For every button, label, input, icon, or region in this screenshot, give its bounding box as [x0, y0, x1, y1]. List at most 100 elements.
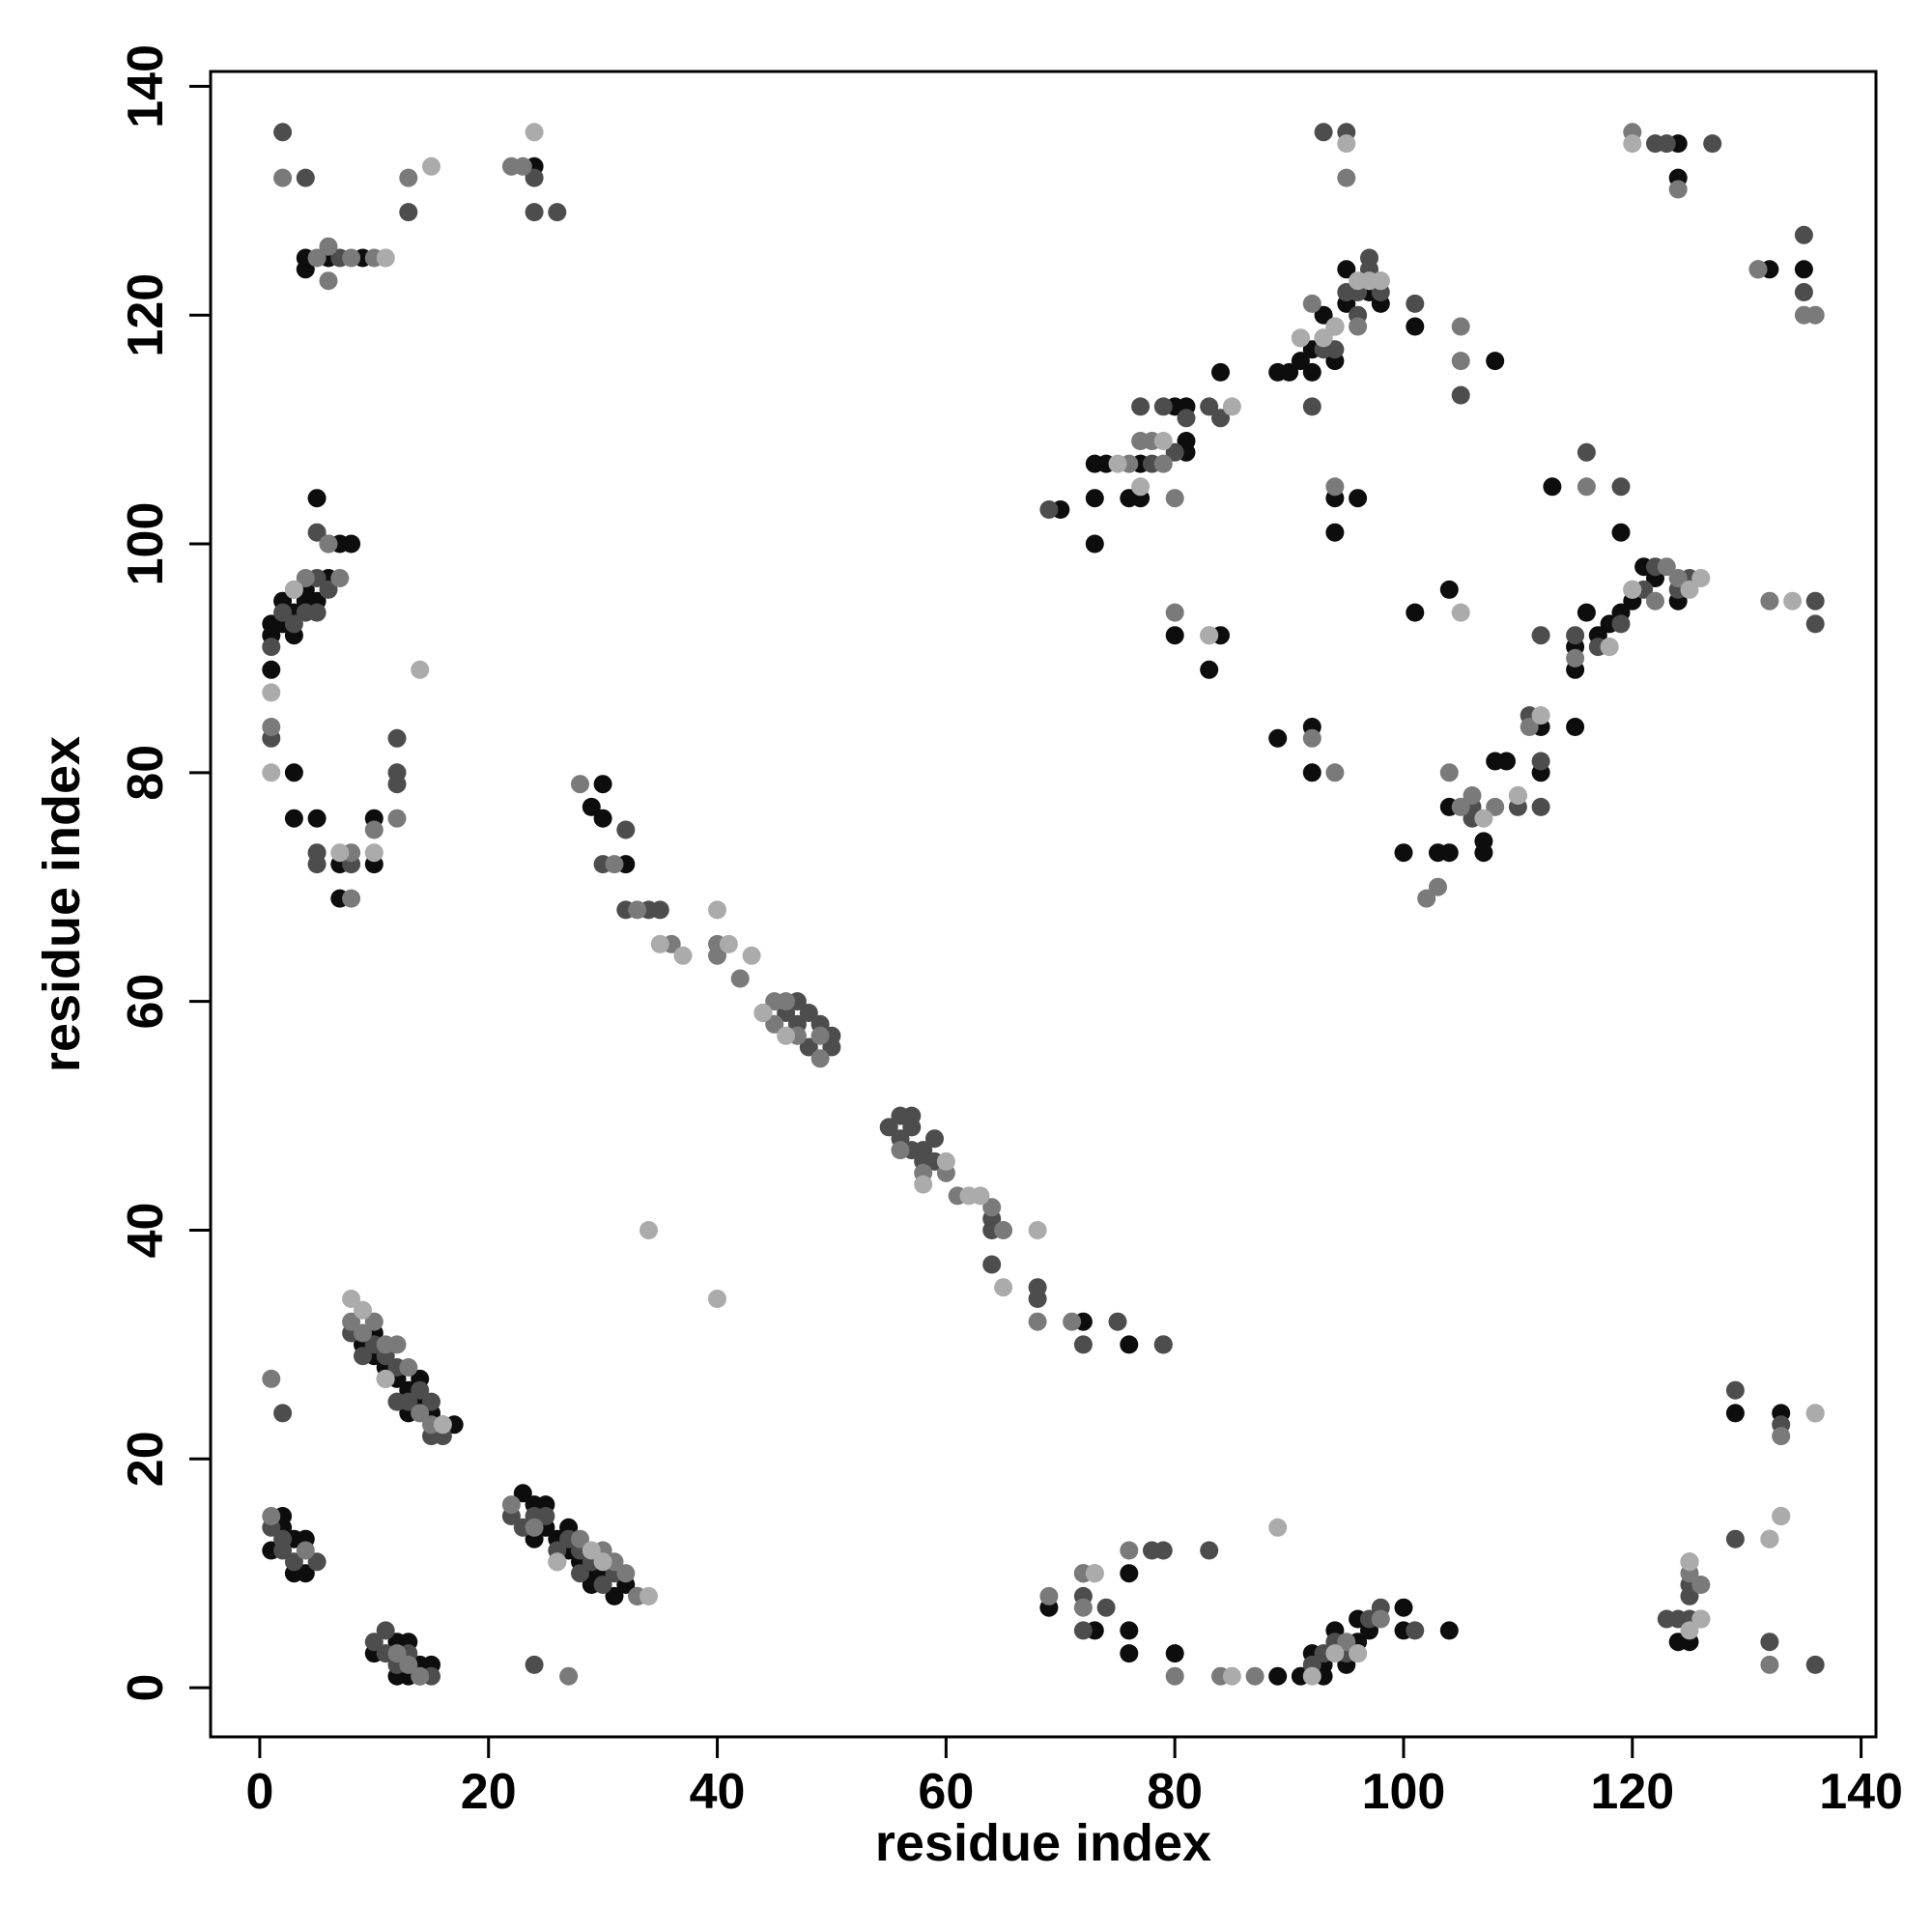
data-point	[1451, 317, 1470, 336]
data-point	[1325, 1644, 1345, 1663]
data-point	[1153, 1335, 1173, 1354]
data-point	[433, 1415, 452, 1435]
data-point	[1646, 591, 1664, 611]
data-point	[1337, 260, 1356, 279]
data-point	[307, 603, 327, 622]
data-point	[273, 1404, 293, 1423]
data-point	[1577, 603, 1596, 622]
data-point	[810, 1049, 830, 1068]
data-point	[1783, 591, 1803, 611]
data-point	[1760, 1655, 1779, 1674]
data-point	[1805, 1404, 1825, 1423]
data-point	[307, 1552, 327, 1572]
x-tick-label: 80	[1147, 1764, 1203, 1820]
data-point	[571, 1564, 589, 1583]
data-point	[1439, 843, 1459, 863]
data-point	[342, 1290, 361, 1308]
data-point	[1406, 317, 1425, 336]
data-point	[1291, 328, 1310, 348]
data-point	[284, 1552, 303, 1572]
data-point	[765, 1014, 784, 1034]
data-point	[1200, 1541, 1219, 1560]
data-point	[284, 763, 303, 782]
data-point	[982, 1198, 1002, 1217]
data-point	[605, 1586, 624, 1605]
data-point	[1268, 728, 1288, 748]
data-point	[1108, 1312, 1127, 1331]
data-point	[548, 1552, 567, 1572]
data-point	[1748, 260, 1768, 279]
data-point	[1394, 1598, 1413, 1617]
scatter-points	[262, 123, 1825, 1686]
data-point	[799, 1004, 818, 1022]
data-point	[1486, 352, 1505, 371]
data-point	[1302, 728, 1321, 748]
data-point	[319, 271, 338, 291]
data-point	[1406, 294, 1425, 313]
data-point	[1474, 809, 1493, 828]
data-point	[1131, 477, 1151, 497]
data-point	[1497, 752, 1516, 771]
data-point	[319, 580, 338, 599]
data-point	[1325, 523, 1345, 542]
data-point	[1668, 180, 1688, 199]
data-point	[1566, 648, 1585, 668]
data-point	[1039, 1586, 1059, 1605]
data-point	[376, 1621, 395, 1640]
data-point	[1222, 1666, 1241, 1686]
data-point	[1451, 352, 1470, 371]
y-tick-label: 80	[118, 745, 174, 801]
data-point	[1566, 626, 1585, 645]
data-point	[422, 1392, 440, 1411]
data-point	[1531, 752, 1550, 771]
data-point	[1245, 1666, 1264, 1686]
data-point	[914, 1175, 933, 1194]
data-point	[810, 1026, 830, 1045]
data-point	[342, 534, 361, 554]
data-point	[1657, 134, 1676, 154]
data-point	[1325, 340, 1345, 359]
data-point	[262, 718, 281, 736]
data-point	[525, 203, 544, 222]
data-point	[1531, 797, 1550, 816]
data-point	[1805, 1655, 1825, 1674]
data-point	[330, 569, 350, 587]
data-point	[1153, 454, 1173, 473]
x-tick-label: 100	[1362, 1764, 1446, 1820]
data-point	[616, 820, 636, 839]
data-point	[1577, 477, 1596, 497]
data-point	[1280, 362, 1299, 382]
data-point	[273, 168, 293, 187]
data-point	[296, 168, 315, 187]
data-point	[525, 1655, 544, 1674]
data-point	[1429, 877, 1447, 896]
data-point	[1611, 477, 1631, 497]
data-point	[1028, 1221, 1047, 1239]
data-point	[342, 889, 361, 908]
data-point	[708, 1290, 726, 1308]
data-point	[1451, 603, 1470, 622]
data-point	[307, 248, 327, 268]
data-point	[719, 934, 738, 953]
data-point	[1451, 797, 1470, 816]
data-point	[342, 248, 361, 268]
data-point	[1165, 1666, 1184, 1686]
data-point	[1508, 786, 1527, 805]
data-point	[1268, 1666, 1288, 1686]
data-point	[501, 1495, 521, 1515]
data-point	[1406, 1621, 1425, 1640]
data-point	[1794, 225, 1813, 244]
data-point	[387, 809, 407, 828]
data-point	[1349, 489, 1368, 508]
data-point	[262, 763, 281, 782]
data-point	[822, 1037, 841, 1057]
data-point	[1349, 317, 1368, 336]
y-tick-label: 60	[118, 974, 174, 1030]
data-point	[1302, 294, 1321, 313]
plot-frame	[209, 70, 1878, 1739]
data-point	[411, 1404, 430, 1423]
data-point	[1073, 1598, 1093, 1617]
data-point	[376, 248, 395, 268]
data-point	[262, 683, 281, 702]
data-point	[593, 809, 612, 828]
